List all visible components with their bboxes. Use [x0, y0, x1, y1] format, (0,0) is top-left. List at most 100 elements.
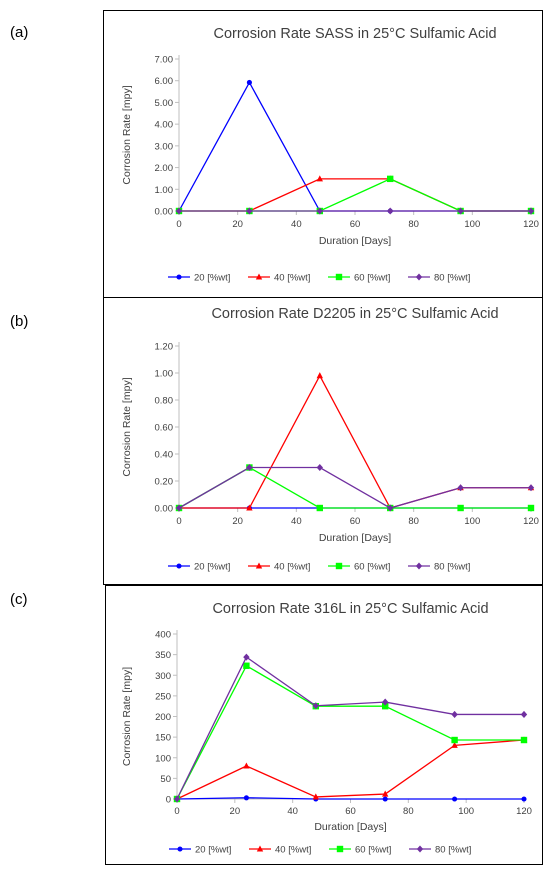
legend-marker [176, 563, 182, 569]
x-axis-label: Duration [Days] [319, 532, 391, 544]
legend-marker [335, 273, 343, 281]
legend-marker [415, 273, 423, 281]
chart-c-svg: Corrosion Rate 316L in 25°C Sulfamic Aci… [121, 601, 532, 856]
x-tick-label: 0 [176, 516, 181, 527]
data-point [451, 710, 458, 718]
y-tick-label: 0.60 [155, 423, 174, 434]
x-tick-label: 80 [403, 806, 414, 817]
legend-marker [415, 562, 423, 570]
x-tick-label: 120 [516, 806, 532, 817]
x-tick-label: 40 [291, 219, 302, 230]
chart-title: Corrosion Rate 316L in 25°C Sulfamic Aci… [212, 601, 488, 617]
data-point [521, 796, 527, 802]
series-4 [175, 207, 535, 215]
x-tick-label: 80 [408, 516, 419, 527]
data-point [457, 504, 464, 512]
y-axis-label: Corrosion Rate [mpy] [121, 667, 133, 766]
legend-item: 60 [%wt] [328, 273, 390, 284]
data-point [316, 463, 323, 472]
y-tick-label: 4.00 [155, 120, 174, 131]
y-tick-label: 250 [155, 691, 171, 702]
legend-label: 40 [%wt] [274, 273, 310, 284]
legend-label: 60 [%wt] [354, 562, 390, 573]
legend-marker [416, 845, 424, 853]
legend-label: 20 [%wt] [195, 845, 231, 856]
legend-item: 40 [%wt] [249, 845, 311, 856]
series-line [176, 664, 524, 800]
y-tick-label: 150 [155, 733, 171, 744]
chart-title: Corrosion Rate D2205 in 25°C Sulfamic Ac… [211, 306, 498, 322]
legend-marker [256, 845, 264, 852]
legend-label: 20 [%wt] [194, 562, 230, 573]
x-tick-label: 20 [232, 516, 243, 527]
y-tick-label: 6.00 [155, 76, 174, 87]
y-tick-label: 7.00 [155, 55, 174, 66]
data-point [382, 790, 389, 797]
data-point [387, 175, 394, 183]
series-3 [173, 662, 528, 803]
x-tick-label: 120 [523, 516, 539, 527]
data-point [527, 207, 535, 215]
series-3 [175, 175, 535, 215]
series-line [178, 466, 531, 509]
y-tick-label: 2.00 [155, 163, 174, 174]
panel-label-a: (a) [10, 24, 29, 41]
legend-marker [336, 845, 344, 853]
series-1 [176, 79, 534, 214]
legend-item: 40 [%wt] [248, 273, 310, 284]
data-point [382, 796, 388, 802]
data-point [243, 653, 250, 661]
data-point [175, 207, 183, 215]
y-tick-label: 350 [155, 650, 171, 661]
data-point [243, 795, 249, 801]
data-point [387, 207, 394, 215]
legend-label: 40 [%wt] [274, 562, 310, 573]
data-point [312, 793, 319, 800]
y-tick-label: 200 [155, 712, 171, 723]
y-tick-label: 0.40 [155, 450, 174, 461]
y-tick-label: 1.20 [155, 342, 174, 353]
data-point [316, 207, 323, 215]
legend-label: 60 [%wt] [354, 273, 390, 284]
y-axis-label: Corrosion Rate [mpy] [121, 85, 133, 184]
legend-item: 40 [%wt] [248, 562, 310, 573]
chart-title: Corrosion Rate SASS in 25°C Sulfamic Aci… [213, 26, 496, 42]
y-tick-label: 1.00 [155, 185, 174, 196]
series-line [176, 656, 524, 800]
legend-item: 80 [%wt] [409, 845, 471, 856]
y-tick-label: 300 [155, 671, 171, 682]
y-tick-label: 5.00 [155, 98, 174, 109]
x-tick-label: 100 [464, 516, 480, 527]
chart-b: Corrosion Rate D2205 in 25°C Sulfamic Ac… [103, 297, 543, 585]
legend-item: 20 [%wt] [168, 273, 230, 284]
data-point [527, 484, 535, 492]
x-axis-label: Duration [Days] [314, 821, 386, 833]
legend-label: 40 [%wt] [275, 845, 311, 856]
data-point [451, 741, 458, 748]
legend-label: 80 [%wt] [435, 845, 471, 856]
data-point [316, 175, 323, 182]
series-line [178, 81, 531, 212]
x-tick-label: 60 [350, 516, 361, 527]
y-tick-label: 400 [155, 630, 171, 641]
legend-label: 60 [%wt] [355, 845, 391, 856]
data-point [457, 207, 464, 215]
data-point [243, 662, 250, 669]
x-tick-label: 0 [176, 219, 181, 230]
data-point [387, 504, 394, 512]
y-tick-label: 0.20 [155, 477, 174, 488]
data-point [520, 736, 528, 744]
chart-a-svg: Corrosion Rate SASS in 25°C Sulfamic Aci… [121, 26, 539, 284]
data-point [520, 710, 528, 718]
legend-item: 60 [%wt] [329, 845, 391, 856]
legend-marker [335, 562, 343, 570]
y-tick-label: 0.00 [155, 504, 174, 515]
legend-item: 20 [%wt] [169, 845, 231, 856]
data-point [175, 504, 183, 512]
data-point [382, 698, 389, 706]
data-point [316, 372, 323, 379]
series-4 [173, 653, 528, 803]
chart-b-svg: Corrosion Rate D2205 in 25°C Sulfamic Ac… [121, 306, 539, 573]
legend: 20 [%wt] 40 [%wt] 60 [%wt] 80 [%wt] [168, 273, 470, 284]
panel-label-c: (c) [10, 591, 28, 608]
